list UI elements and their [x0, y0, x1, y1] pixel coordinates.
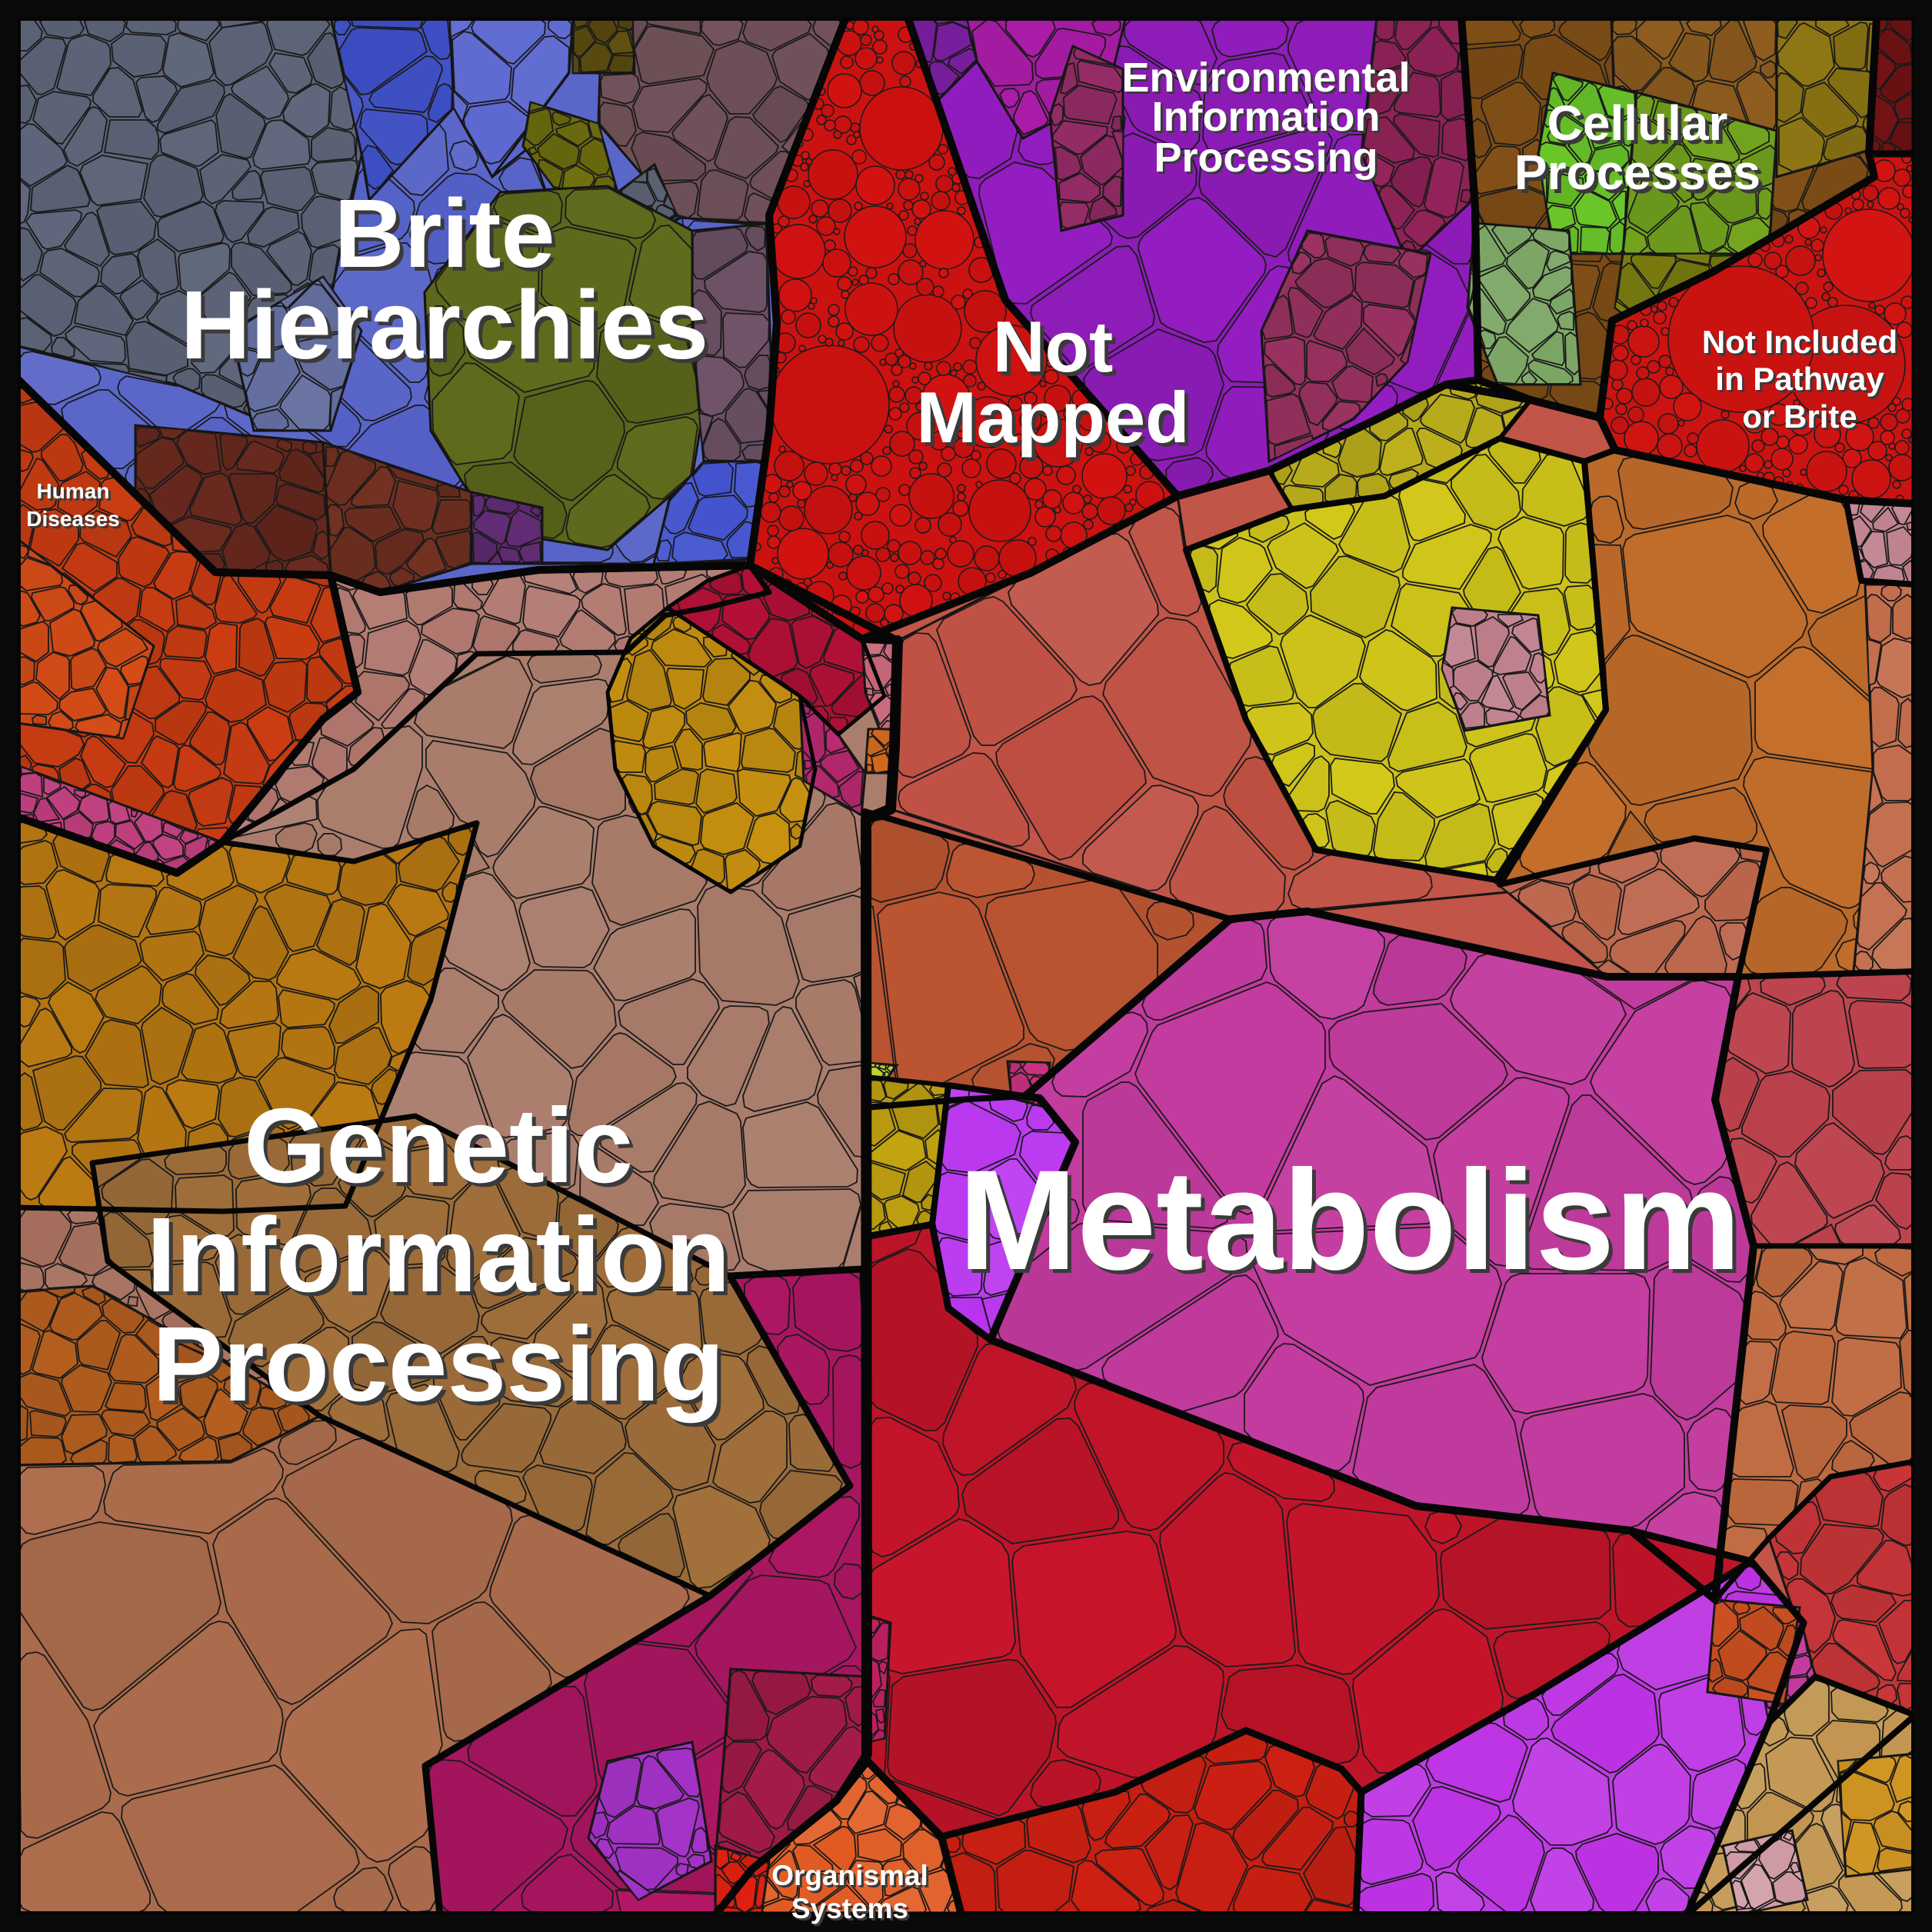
svg-text:Hierarchies: Hierarchies — [181, 271, 708, 379]
svg-text:or Brite: or Brite — [1742, 398, 1857, 435]
svg-text:Information: Information — [151, 1200, 734, 1318]
svg-text:Genetic: Genetic — [244, 1087, 633, 1205]
svg-text:Processes: Processes — [1518, 148, 1764, 204]
svg-text:Cellular: Cellular — [1547, 95, 1728, 151]
svg-text:Processing: Processing — [156, 1309, 728, 1427]
svg-text:Hierarchies: Hierarchies — [185, 275, 712, 383]
svg-text:Environmental: Environmental — [1121, 55, 1410, 101]
svg-text:Information: Information — [147, 1196, 731, 1314]
svg-text:Metabolism: Metabolism — [958, 1141, 1741, 1300]
svg-text:Not: Not — [997, 310, 1118, 391]
svg-text:Not: Not — [993, 306, 1114, 387]
svg-text:Mapped: Mapped — [920, 381, 1193, 461]
svg-text:Systems: Systems — [794, 1895, 911, 1927]
svg-text:Human: Human — [39, 481, 112, 505]
svg-text:in Pathway: in Pathway — [1715, 361, 1884, 397]
svg-text:Cellular: Cellular — [1551, 99, 1732, 155]
svg-text:Brite: Brite — [334, 179, 555, 288]
svg-text:Organismal: Organismal — [771, 1860, 928, 1891]
svg-text:Diseases: Diseases — [28, 509, 122, 533]
svg-text:Genetic: Genetic — [248, 1091, 637, 1209]
svg-text:Information: Information — [1152, 94, 1381, 140]
svg-text:Processes: Processes — [1514, 145, 1760, 200]
svg-text:Human: Human — [37, 479, 110, 503]
svg-text:Diseases: Diseases — [26, 507, 119, 531]
svg-text:Not Included: Not Included — [1702, 324, 1897, 360]
svg-text:Mapped: Mapped — [916, 377, 1189, 458]
svg-text:Processing: Processing — [152, 1305, 724, 1424]
svg-text:Processing: Processing — [1154, 135, 1377, 181]
svg-text:Environmental: Environmental — [1124, 57, 1412, 103]
svg-text:Processing: Processing — [1156, 137, 1380, 183]
svg-text:Metabolism: Metabolism — [962, 1145, 1745, 1304]
svg-text:Brite: Brite — [338, 183, 558, 291]
svg-text:Not Included: Not Included — [1704, 326, 1900, 362]
svg-text:Information: Information — [1154, 96, 1383, 142]
svg-text:in Pathway: in Pathway — [1717, 363, 1887, 399]
svg-text:or Brite: or Brite — [1744, 401, 1859, 437]
svg-text:Systems: Systems — [791, 1893, 908, 1924]
svg-text:Organismal: Organismal — [774, 1862, 931, 1894]
